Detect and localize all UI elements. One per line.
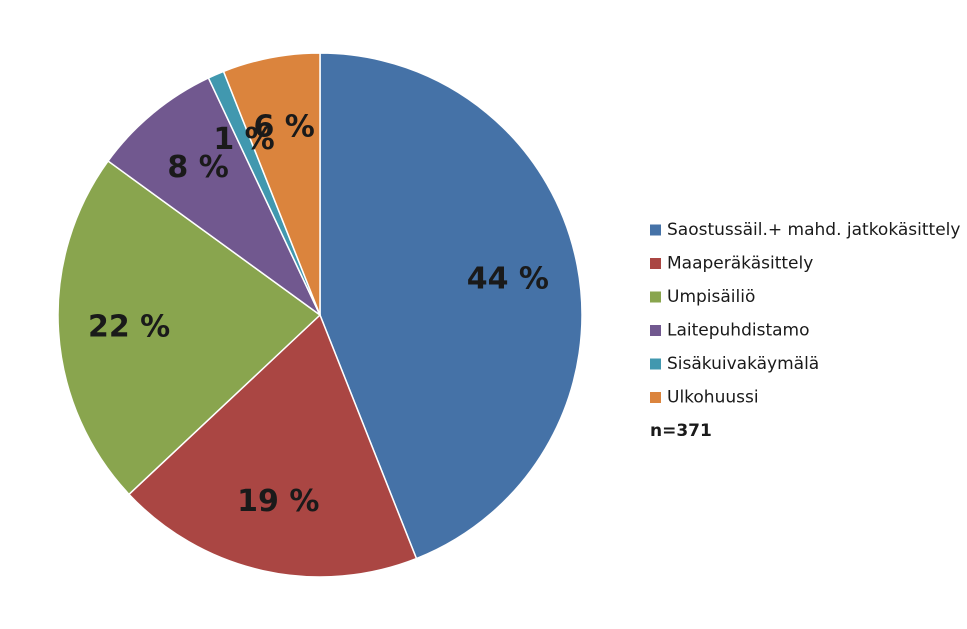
pie-slice-maaperakasittely bbox=[127, 313, 418, 578]
data-label-sisakuivakaymala: 1 % bbox=[213, 122, 274, 157]
legend: n=371 Saostussäil.+ mahd. jatkokäsittely… bbox=[650, 220, 960, 441]
legend-label-ulkohuussi: Ulkohuussi bbox=[667, 388, 759, 408]
legend-swatch-laitepuhdistamo bbox=[650, 325, 661, 336]
legend-label-saostussailio: Saostussäil.+ mahd. jatkokäsittely bbox=[667, 220, 960, 240]
legend-label-umpisailio: Umpisäiliö bbox=[667, 287, 755, 307]
legend-label-maaperakasittely: Maaperäkäsittely bbox=[667, 254, 813, 274]
pie-slices bbox=[57, 52, 583, 578]
pie-slice-laitepuhdistamo bbox=[106, 76, 321, 316]
legend-swatch-sisakuivakaymala bbox=[650, 358, 661, 370]
pie-slice-ulkohuussi bbox=[222, 52, 321, 316]
pie-slice-umpisailio bbox=[57, 159, 322, 496]
legend-swatch-umpisailio bbox=[650, 291, 661, 303]
legend-swatch-ulkohuussi bbox=[650, 392, 661, 403]
legend-label-laitepuhdistamo: Laitepuhdistamo bbox=[667, 321, 810, 341]
data-label-maaperakasittely: 19 % bbox=[237, 484, 319, 519]
legend-swatch-maaperakasittely bbox=[650, 258, 661, 269]
data-label-saostussailio: 44 % bbox=[467, 262, 549, 297]
pie-slice-saostussailio bbox=[319, 52, 583, 560]
legend-label-sisakuivakaymala: Sisäkuivakäymälä bbox=[667, 354, 819, 374]
data-label-ulkohuussi: 6 % bbox=[253, 110, 314, 145]
data-label-laitepuhdistamo: 8 % bbox=[167, 150, 228, 185]
legend-swatch-saostussailio bbox=[650, 224, 661, 236]
data-labels: 44 % 19 % 22 % 8 %1 %6 % bbox=[88, 110, 549, 520]
data-label-umpisailio: 22 % bbox=[88, 310, 170, 345]
legend-note-sample-size: n=371 bbox=[650, 421, 712, 441]
